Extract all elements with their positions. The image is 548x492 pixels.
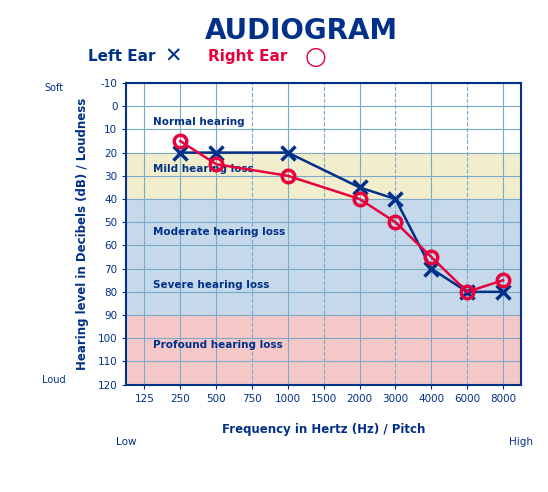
Text: Mild hearing loss: Mild hearing loss	[153, 164, 254, 174]
Text: Moderate hearing loss: Moderate hearing loss	[153, 226, 286, 237]
Text: High: High	[509, 437, 533, 448]
Text: Profound hearing loss: Profound hearing loss	[153, 340, 283, 350]
Text: Right Ear: Right Ear	[208, 49, 298, 64]
X-axis label: Frequency in Hertz (Hz) / Pitch: Frequency in Hertz (Hz) / Pitch	[222, 423, 425, 436]
Text: Loud: Loud	[42, 375, 66, 385]
Text: Low: Low	[116, 437, 136, 448]
Text: ○: ○	[304, 45, 326, 68]
Text: ✕: ✕	[164, 47, 181, 66]
Text: Severe hearing loss: Severe hearing loss	[153, 280, 270, 290]
Text: Left Ear: Left Ear	[88, 49, 165, 64]
Text: AUDIOGRAM: AUDIOGRAM	[205, 17, 398, 45]
Bar	[127, 199, 521, 269]
Y-axis label: Hearing level in Decibels (dB) / Loudness: Hearing level in Decibels (dB) / Loudnes…	[76, 98, 89, 370]
Text: Normal hearing: Normal hearing	[153, 118, 245, 127]
Text: Soft: Soft	[44, 83, 64, 93]
Bar	[127, 315, 521, 385]
Bar	[127, 83, 521, 153]
Bar	[127, 269, 521, 315]
Bar	[127, 153, 521, 199]
